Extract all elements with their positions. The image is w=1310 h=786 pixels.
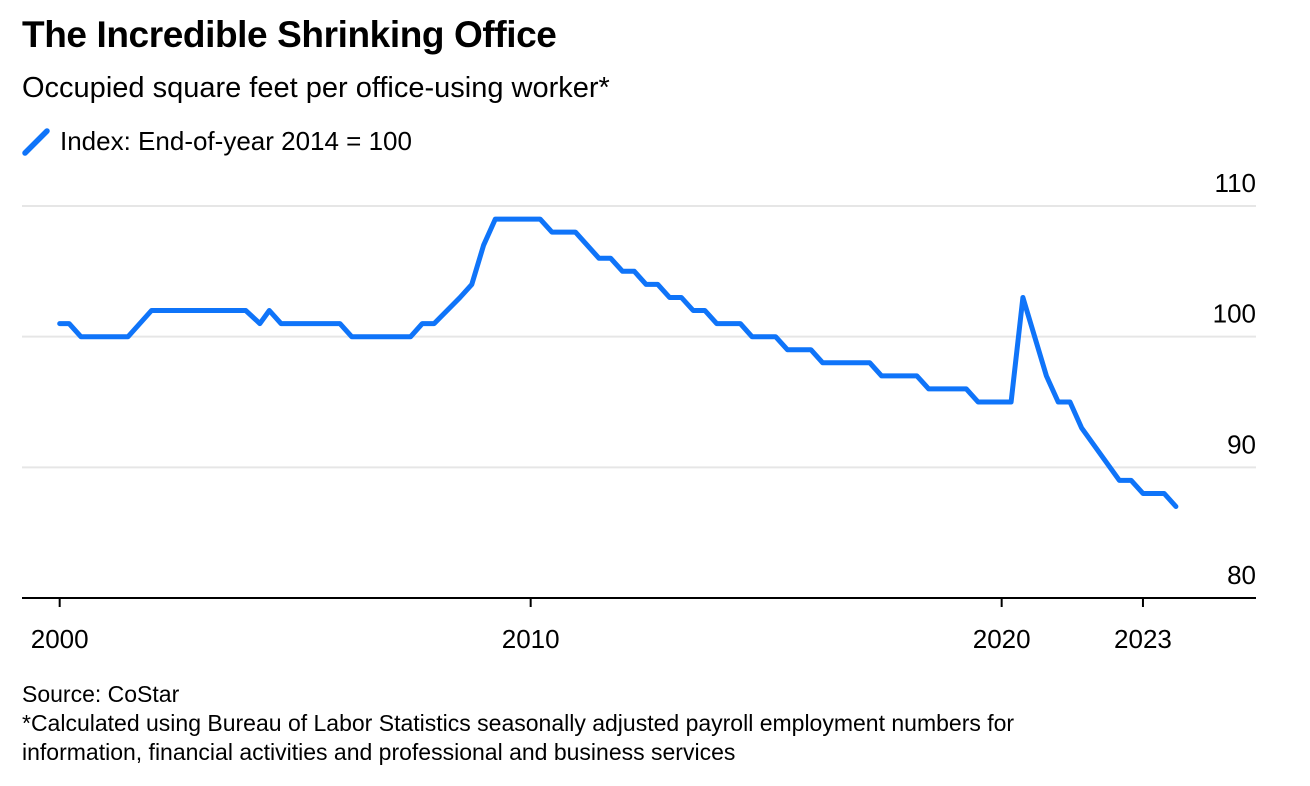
line-chart: 110 100 90 80 2000 2010 2020 2023: [22, 168, 1256, 654]
y-axis-labels: 110 100 90 80: [1213, 168, 1256, 590]
chart-title: The Incredible Shrinking Office: [22, 14, 557, 55]
chart-subtitle: Occupied square feet per office-using wo…: [22, 72, 610, 104]
legend-label: Index: End-of-year 2014 = 100: [60, 126, 412, 156]
footer: Source: CoStar *Calculated using Bureau …: [22, 680, 1014, 767]
y-tick-label-100: 100: [1213, 299, 1256, 329]
x-tick-label-2000: 2000: [31, 624, 89, 654]
x-tick-label-2020: 2020: [973, 624, 1031, 654]
y-tick-label-80: 80: [1227, 560, 1256, 590]
footnote-line-1: *Calculated using Bureau of Labor Statis…: [22, 710, 1015, 736]
diagonal-line-icon: [22, 127, 50, 156]
x-tick-label-2010: 2010: [502, 624, 560, 654]
y-tick-label-90: 90: [1227, 429, 1256, 459]
series-line-0: [57, 216, 1179, 509]
legend: Index: End-of-year 2014 = 100: [22, 126, 412, 157]
x-axis: 2000 2010 2020 2023: [22, 597, 1256, 654]
footnote-line-2: information, financial activities and pr…: [22, 739, 736, 765]
x-tick-label-2023: 2023: [1114, 624, 1172, 654]
series-layer: [57, 216, 1179, 509]
y-tick-label-110: 110: [1215, 168, 1256, 198]
gridlines: [22, 205, 1256, 469]
source-note: Source: CoStar: [22, 681, 180, 707]
